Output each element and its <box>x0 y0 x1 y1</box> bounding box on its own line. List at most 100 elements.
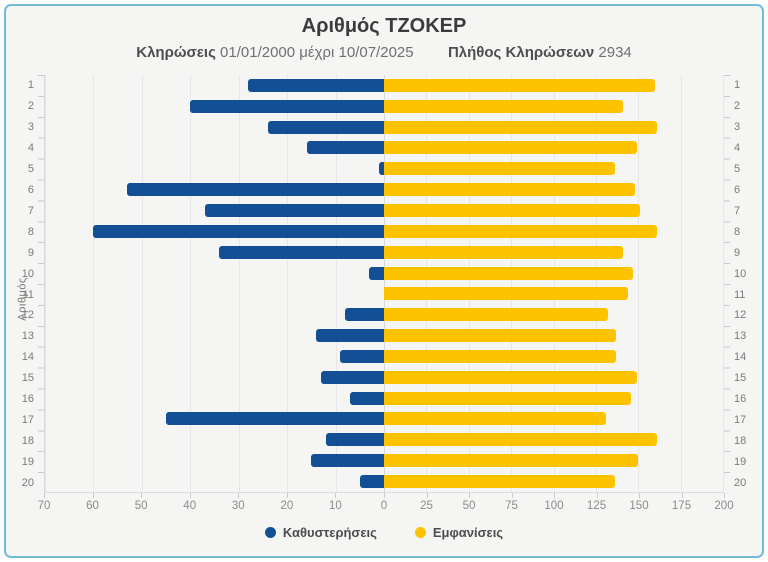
delay-bar[interactable] <box>321 370 384 384</box>
delay-bar[interactable] <box>248 78 384 92</box>
legend-item-delays[interactable]: Καθυστερήσεις <box>264 525 377 540</box>
x-tick-label: 50 <box>462 500 476 512</box>
delay-bar[interactable] <box>127 183 384 197</box>
appearance-bar[interactable] <box>384 120 657 134</box>
row-left-half <box>45 304 384 325</box>
appearance-bar[interactable] <box>384 287 629 301</box>
appearance-bar[interactable] <box>384 370 637 384</box>
gridline <box>511 75 513 492</box>
delay-bar[interactable] <box>219 245 384 259</box>
row-right-half <box>384 200 723 221</box>
delay-bar[interactable] <box>369 266 384 280</box>
delay-bar[interactable] <box>267 120 384 134</box>
appearance-bar[interactable] <box>384 308 608 322</box>
gridline <box>141 75 143 492</box>
legend-label: Καθυστερήσεις <box>282 525 377 540</box>
row-left-half <box>45 409 384 430</box>
chart-row <box>45 346 723 367</box>
delay-bar[interactable] <box>379 162 384 176</box>
gridline <box>553 75 555 492</box>
row-left-half <box>45 221 384 242</box>
chart-row <box>45 283 723 304</box>
row-right-half <box>384 179 723 200</box>
x-tick-label: 0 <box>380 500 388 512</box>
appearance-bar[interactable] <box>384 224 657 238</box>
draw-count-label: Πλήθος Κληρώσεων <box>447 44 595 61</box>
y-axis-labels-right: 1 2 3 4 5 6 7 8 9 10 11 12 13 14 15 16 17 18 19 20 <box>730 75 756 493</box>
chart-panel: Αριθμός ΤΖΟΚΕΡ Κληρώσεις 01/01/2000 μέχρ… <box>4 4 764 558</box>
delay-bar[interactable] <box>340 349 384 363</box>
delay-bar[interactable] <box>325 433 384 447</box>
row-left-half <box>45 367 384 388</box>
row-label-left: 11 <box>22 288 34 301</box>
row-left-half <box>45 117 384 138</box>
appearance-bar[interactable] <box>384 433 657 447</box>
chart-row <box>45 96 723 117</box>
appearance-bar[interactable] <box>384 99 623 113</box>
row-left-half <box>45 325 384 346</box>
appearance-bar[interactable] <box>384 78 656 92</box>
row-right-half <box>384 138 723 159</box>
y-axis-line-right <box>723 75 730 493</box>
appearance-bar[interactable] <box>384 412 607 426</box>
appearance-bar[interactable] <box>384 141 637 155</box>
row-label-left: 13 <box>21 330 34 343</box>
row-right-half <box>384 367 723 388</box>
row-label-right: 4 <box>734 142 741 155</box>
delay-bar[interactable] <box>306 141 384 155</box>
chart-title: Αριθμός ΤΖΟΚΕΡ <box>301 15 467 37</box>
delay-bar[interactable] <box>350 391 384 405</box>
row-left-half <box>45 158 384 179</box>
row-label-right: 20 <box>734 476 747 489</box>
draws-label: Κληρώσεις <box>136 44 216 61</box>
delay-bar[interactable] <box>359 474 384 488</box>
x-tick-label: 150 <box>629 500 649 512</box>
row-left-half <box>45 450 384 471</box>
appearance-bar[interactable] <box>384 474 615 488</box>
appearance-bar[interactable] <box>384 245 623 259</box>
x-tick-mark <box>639 493 640 498</box>
chart-row <box>45 263 723 284</box>
appearance-bar[interactable] <box>384 203 640 217</box>
gridline <box>238 75 240 492</box>
delay-bar[interactable] <box>166 412 384 426</box>
chart-row <box>45 409 723 430</box>
row-left-half <box>45 96 384 117</box>
draws-range: 01/01/2000 μέχρι 10/07/2025 <box>220 44 414 61</box>
x-tick-label: 125 <box>586 500 607 512</box>
appearance-bar[interactable] <box>384 349 617 363</box>
y-axis-title: Αριθμός <box>16 277 29 321</box>
row-label-right: 19 <box>734 455 747 468</box>
row-label-right: 6 <box>734 183 741 196</box>
row-label-right: 16 <box>734 393 747 406</box>
delay-bar[interactable] <box>316 329 384 343</box>
row-right-half <box>384 388 723 409</box>
row-label-right: 5 <box>734 163 741 176</box>
row-right-half <box>384 96 723 117</box>
delay-bar[interactable] <box>190 99 384 113</box>
appearance-bar[interactable] <box>384 266 634 280</box>
chart-row <box>45 117 723 138</box>
delay-bar[interactable] <box>345 308 384 322</box>
delay-bar[interactable] <box>311 454 384 468</box>
appearance-bar[interactable] <box>384 391 632 405</box>
chart-row <box>45 242 723 263</box>
appearance-bar[interactable] <box>384 183 635 197</box>
legend-item-appearances[interactable]: Εμφανίσεις <box>414 525 504 540</box>
chart-row <box>45 179 723 200</box>
chart-row <box>45 429 723 450</box>
appearance-bar[interactable] <box>384 162 615 176</box>
x-tick-mark <box>596 493 598 498</box>
legend-label: Εμφανίσεις <box>432 525 504 540</box>
delay-bar[interactable] <box>93 224 384 238</box>
gridline <box>45 75 46 492</box>
delay-bar[interactable] <box>204 203 384 217</box>
x-tick-mark <box>189 493 191 498</box>
row-right-half <box>384 429 723 450</box>
appearance-bar[interactable] <box>384 329 617 343</box>
appearance-bar[interactable] <box>384 454 639 468</box>
chart-row <box>45 304 723 325</box>
row-right-half <box>384 75 723 96</box>
row-right-half <box>384 283 723 304</box>
